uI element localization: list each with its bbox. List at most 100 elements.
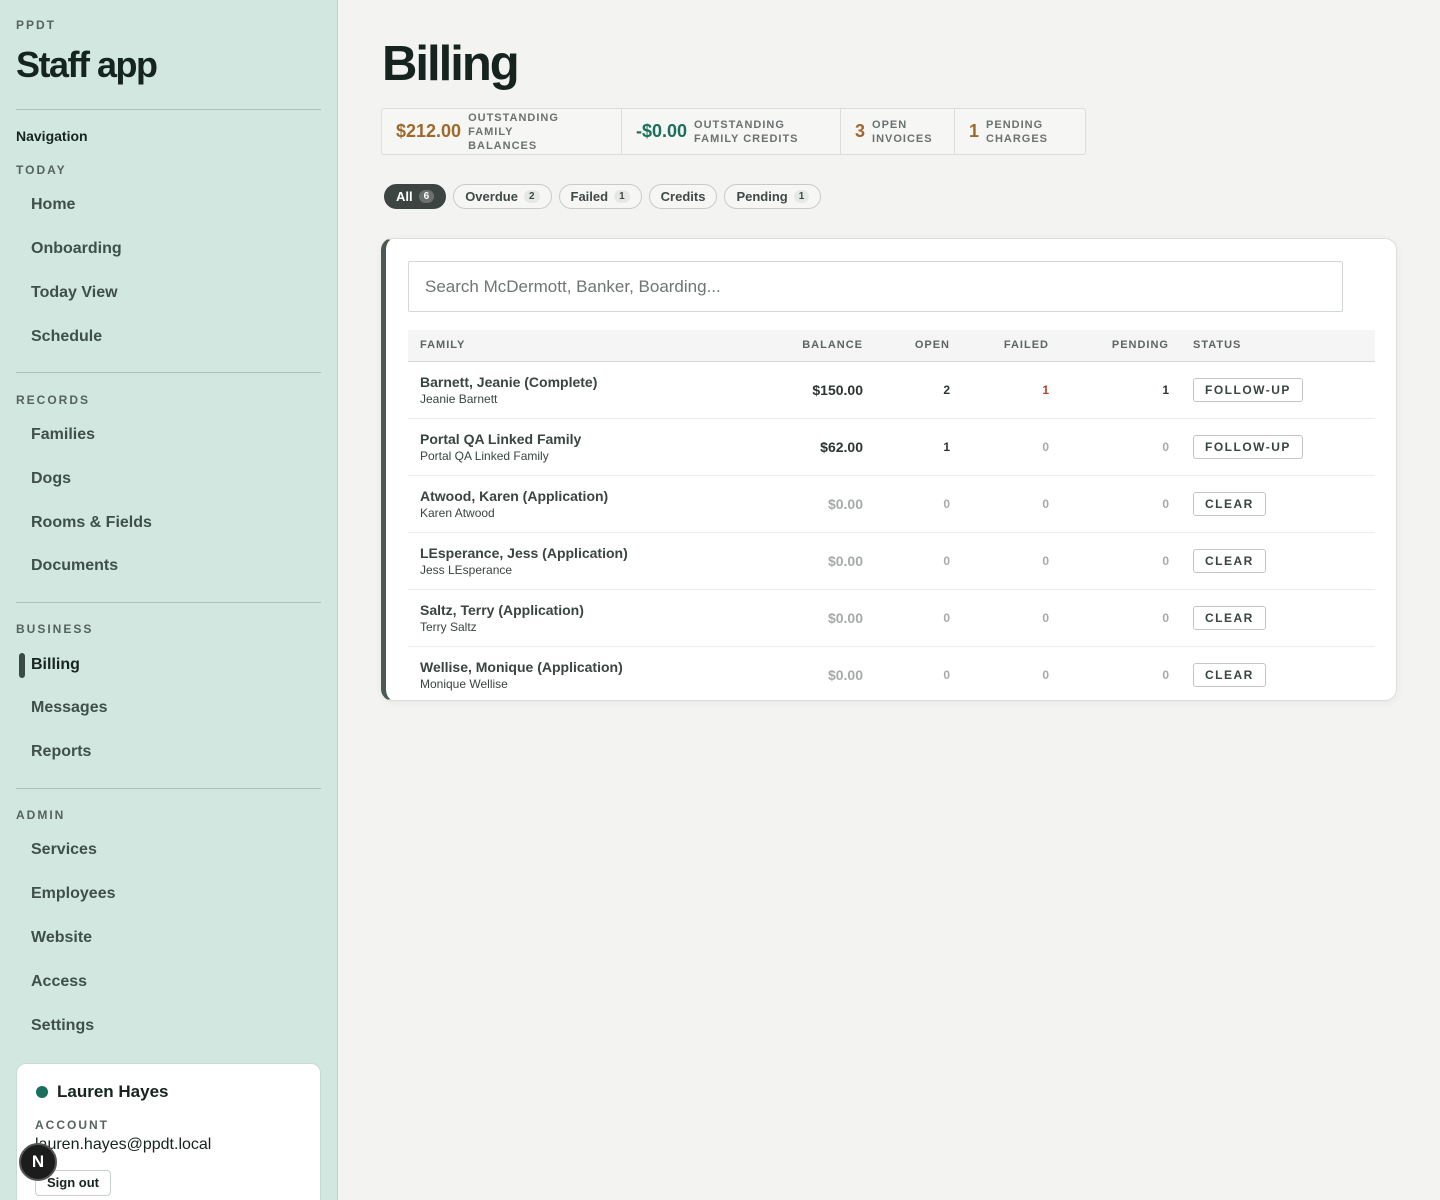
sidebar-item-access[interactable]: Access bbox=[31, 973, 88, 990]
stat-open-invoices: 3 OPEN INVOICES bbox=[841, 109, 955, 154]
column-header-balance[interactable]: BALANCE bbox=[802, 339, 863, 352]
failed-count: 1 bbox=[1042, 383, 1049, 397]
table-row[interactable]: Portal QA Linked Family Portal QA Linked … bbox=[408, 418, 1375, 475]
sidebar-item-home[interactable]: Home bbox=[31, 196, 76, 213]
section-label-today: TODAY bbox=[16, 163, 67, 177]
status-badge[interactable]: CLEAR bbox=[1193, 662, 1266, 687]
filter-chip-failed[interactable]: Failed 1 bbox=[558, 184, 642, 209]
sidebar-item-services[interactable]: Services bbox=[31, 841, 97, 858]
family-name[interactable]: LEsperance, Jess (Application) bbox=[420, 544, 628, 561]
sidebar-item-rooms-fields[interactable]: Rooms & Fields bbox=[31, 514, 152, 531]
filter-chip-pending[interactable]: Pending 1 bbox=[724, 184, 822, 209]
pending-count: 0 bbox=[1162, 611, 1169, 625]
app-title: Staff app bbox=[16, 44, 158, 85]
filter-chip-credits[interactable]: Credits bbox=[648, 184, 718, 209]
failed-count: 0 bbox=[1042, 440, 1049, 454]
failed-count: 0 bbox=[1042, 668, 1049, 683]
balance-value: $0.00 bbox=[827, 495, 863, 512]
pending-count: 0 bbox=[1162, 497, 1169, 511]
open-count: 1 bbox=[943, 440, 950, 454]
pending-count: 0 bbox=[1162, 668, 1169, 683]
open-count: 0 bbox=[943, 611, 950, 625]
status-badge[interactable]: CLEAR bbox=[1193, 605, 1266, 630]
account-email: lauren.hayes@ppdt.local bbox=[35, 1136, 212, 1153]
sidebar-item-messages[interactable]: Messages bbox=[31, 699, 108, 716]
dev-tools-badge-icon[interactable]: N bbox=[19, 1143, 57, 1181]
table-row[interactable]: Atwood, Karen (Application) Karen Atwood … bbox=[408, 475, 1375, 532]
column-header-open[interactable]: OPEN bbox=[914, 339, 950, 352]
status-badge[interactable]: CLEAR bbox=[1193, 548, 1266, 573]
account-card: Lauren Hayes ACCOUNT lauren.hayes@ppdt.l… bbox=[16, 1063, 321, 1200]
sidebar-item-documents[interactable]: Documents bbox=[31, 557, 119, 574]
sign-out-button[interactable]: Sign out bbox=[35, 1170, 111, 1196]
open-count: 0 bbox=[943, 497, 950, 511]
stats-bar: $212.00 OUTSTANDING FAMILY BALANCES -$0.0… bbox=[381, 108, 1086, 155]
sidebar-item-dogs[interactable]: Dogs bbox=[31, 470, 71, 487]
family-contact: Jess LEsperance bbox=[420, 562, 513, 577]
balance-value: $0.00 bbox=[827, 666, 863, 683]
family-name[interactable]: Barnett, Jeanie (Complete) bbox=[420, 373, 598, 390]
family-name[interactable]: Portal QA Linked Family bbox=[420, 430, 582, 447]
table-header-row: FAMILY BALANCE OPEN FAILED PENDING STATU… bbox=[408, 330, 1375, 361]
balance-value: $62.00 bbox=[820, 438, 863, 455]
stat-value: 1 bbox=[969, 121, 980, 141]
family-contact: Monique Wellise bbox=[420, 676, 508, 691]
pending-count: 0 bbox=[1162, 554, 1169, 568]
table-row[interactable]: Barnett, Jeanie (Complete) Jeanie Barnett… bbox=[408, 361, 1375, 418]
table-row[interactable]: Saltz, Terry (Application) Terry Saltz $0… bbox=[408, 589, 1375, 646]
family-name[interactable]: Wellise, Monique (Application) bbox=[420, 658, 623, 675]
failed-count: 0 bbox=[1042, 497, 1049, 511]
stat-outstanding-credits: -$0.00 OUTSTANDING FAMILY CREDITS bbox=[622, 109, 841, 154]
divider bbox=[16, 602, 321, 603]
open-count: 2 bbox=[943, 383, 950, 397]
nav-heading: Navigation bbox=[16, 128, 88, 144]
pending-count: 1 bbox=[1162, 383, 1169, 397]
table-row[interactable]: LEsperance, Jess (Application) Jess LEspe… bbox=[408, 532, 1375, 589]
family-name[interactable]: Atwood, Karen (Application) bbox=[420, 487, 609, 504]
column-header-family[interactable]: FAMILY bbox=[420, 339, 466, 352]
account-label: ACCOUNT bbox=[35, 1118, 109, 1132]
column-header-failed[interactable]: FAILED bbox=[1003, 339, 1049, 352]
sidebar-item-website[interactable]: Website bbox=[31, 929, 93, 946]
sidebar-item-employees[interactable]: Employees bbox=[31, 885, 116, 902]
section-label-admin: ADMIN bbox=[16, 808, 66, 822]
column-header-pending[interactable]: PENDING bbox=[1111, 339, 1169, 352]
sidebar-item-settings[interactable]: Settings bbox=[31, 1017, 95, 1034]
open-count: 0 bbox=[943, 668, 950, 683]
filter-chip-all[interactable]: All 6 bbox=[384, 184, 447, 209]
sidebar-item-families[interactable]: Families bbox=[31, 426, 96, 443]
section-label-business: BUSINESS bbox=[16, 622, 94, 636]
search-input[interactable] bbox=[408, 261, 1343, 312]
failed-count: 0 bbox=[1042, 611, 1049, 625]
active-indicator bbox=[19, 653, 25, 678]
sidebar-item-onboarding[interactable]: Onboarding bbox=[31, 240, 122, 257]
filter-chips: All 6 Overdue 2 Failed 1 Credits Pending 1 bbox=[384, 184, 822, 209]
family-contact: Terry Saltz bbox=[420, 619, 477, 634]
page-title: Billing bbox=[382, 37, 520, 91]
filter-chip-overdue[interactable]: Overdue 2 bbox=[453, 184, 552, 209]
status-badge[interactable]: CLEAR bbox=[1193, 491, 1266, 516]
table-row[interactable]: Wellise, Monique (Application) Monique We… bbox=[408, 646, 1375, 703]
stat-outstanding-balances: $212.00 OUTSTANDING FAMILY BALANCES bbox=[382, 109, 622, 154]
stat-value: -$0.00 bbox=[636, 121, 688, 141]
sidebar-item-schedule[interactable]: Schedule bbox=[31, 328, 103, 345]
stat-label: OUTSTANDING FAMILY CREDITS bbox=[694, 118, 799, 145]
open-count: 0 bbox=[943, 554, 950, 568]
status-badge[interactable]: FOLLOW-UP bbox=[1193, 377, 1303, 402]
brand-small: PPDT bbox=[16, 18, 57, 32]
sidebar-item-reports[interactable]: Reports bbox=[31, 743, 92, 760]
divider bbox=[16, 372, 321, 373]
family-name[interactable]: Saltz, Terry (Application) bbox=[420, 601, 584, 618]
balance-value: $150.00 bbox=[812, 381, 863, 398]
stat-value: 3 bbox=[855, 121, 866, 141]
status-badge[interactable]: FOLLOW-UP bbox=[1193, 434, 1303, 459]
sidebar-item-today-view[interactable]: Today View bbox=[31, 284, 118, 301]
column-header-status[interactable]: STATUS bbox=[1193, 339, 1242, 352]
section-label-records: RECORDS bbox=[16, 393, 91, 407]
failed-count: 0 bbox=[1042, 554, 1049, 568]
sidebar: PPDT Staff app Navigation TODAY Home Onb… bbox=[0, 0, 338, 1200]
sidebar-item-billing[interactable]: Billing bbox=[31, 656, 80, 673]
balance-value: $0.00 bbox=[827, 552, 863, 569]
family-contact: Karen Atwood bbox=[420, 505, 495, 520]
stat-label: PENDING CHARGES bbox=[986, 118, 1049, 145]
